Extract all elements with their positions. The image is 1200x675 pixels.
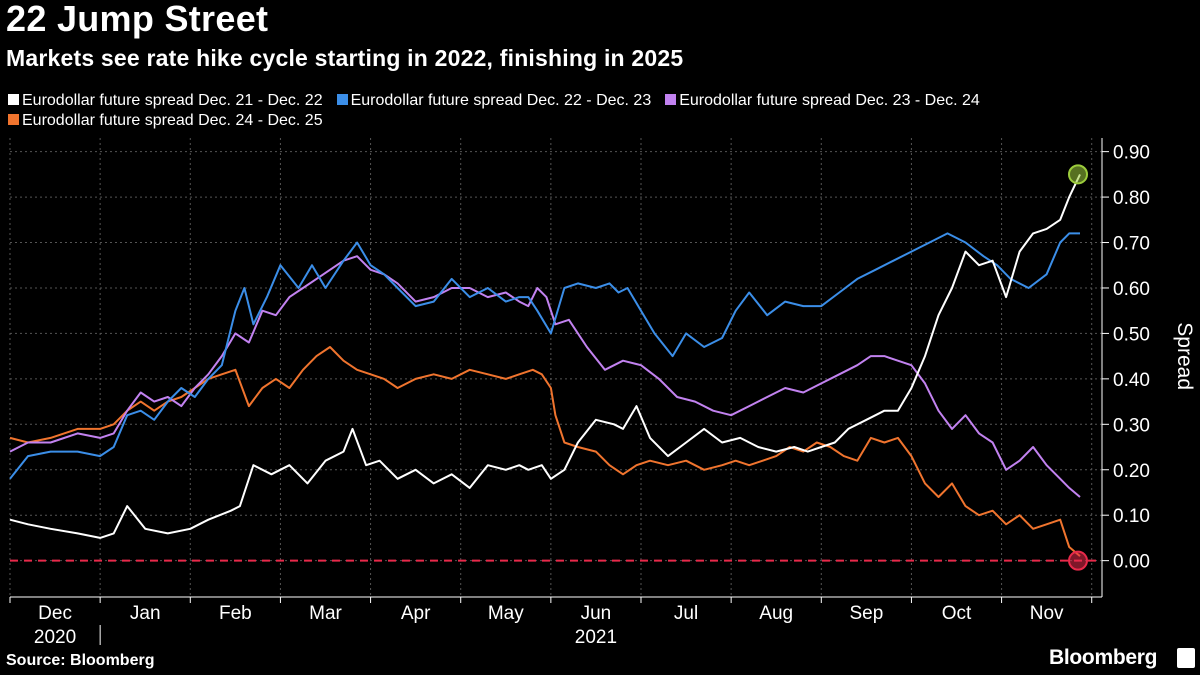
y-tick-label: 0.00 — [1113, 552, 1150, 573]
x-tick-label: Jan — [130, 603, 161, 624]
series-line — [9, 346, 1081, 557]
y-tick-label: 0.30 — [1113, 415, 1150, 436]
legend-swatch — [336, 94, 348, 105]
x-tick-label: Feb — [219, 603, 252, 624]
legend-label: Eurodollar future spread Dec. 24 - Dec. … — [22, 112, 323, 129]
y-tick-label: 0.60 — [1113, 279, 1150, 300]
y-tick-label: 0.90 — [1113, 143, 1150, 164]
y-axis-title: Spread — [1173, 322, 1196, 390]
x-tick-label: Jul — [674, 603, 698, 624]
x-tick-label: Sep — [849, 603, 883, 624]
y-tick-label: 0.20 — [1113, 461, 1150, 482]
source-note: Source: Bloomberg — [6, 652, 155, 669]
x-tick-label: Dec — [38, 603, 72, 624]
x-tick-label: May — [488, 603, 524, 624]
legend-label: Eurodollar future spread Dec. 23 - Dec. … — [679, 92, 980, 109]
bloomberg-logo-icon — [1177, 648, 1195, 668]
x-tick-label: Aug — [759, 603, 793, 624]
legend-item: Eurodollar future spread Dec. 21 - Dec. … — [8, 91, 323, 111]
legend-swatch — [8, 94, 19, 105]
legend: Eurodollar future spread Dec. 21 - Dec. … — [8, 91, 1188, 131]
legend-swatch — [665, 94, 677, 105]
legend-label: Eurodollar future spread Dec. 21 - Dec. … — [22, 92, 323, 109]
y-tick-label: 0.80 — [1113, 188, 1150, 209]
y-tick-label: 0.70 — [1113, 234, 1150, 255]
x-tick-label: Apr — [401, 603, 431, 624]
series-line — [9, 173, 1081, 539]
legend-item: Eurodollar future spread Dec. 23 - Dec. … — [665, 91, 980, 111]
legend-swatch — [8, 114, 19, 125]
endpoint-marker — [1068, 164, 1088, 185]
endpoint-marker — [1068, 550, 1088, 571]
x-tick-label: Nov — [1030, 603, 1064, 624]
series-line — [9, 255, 1081, 498]
brand-wordmark: Bloomberg — [1049, 646, 1158, 669]
x-tick-label: Jun — [581, 603, 612, 624]
y-tick-label: 0.50 — [1113, 324, 1150, 345]
legend-item: Eurodollar future spread Dec. 24 - Dec. … — [8, 111, 323, 131]
y-tick-label: 0.40 — [1113, 370, 1150, 391]
chart-title: 22 Jump Street — [6, 0, 269, 39]
y-tick-label: 0.10 — [1113, 506, 1150, 527]
legend-item: Eurodollar future spread Dec. 22 - Dec. … — [336, 91, 652, 111]
series-line — [9, 232, 1080, 480]
chart-subtitle: Markets see rate hike cycle starting in … — [6, 45, 684, 71]
year-label: 2020 — [34, 627, 76, 648]
year-label: 2021 — [575, 627, 617, 648]
x-tick-label: Oct — [942, 603, 972, 624]
x-tick-label: Mar — [309, 603, 342, 624]
legend-label: Eurodollar future spread Dec. 22 - Dec. … — [350, 92, 652, 109]
